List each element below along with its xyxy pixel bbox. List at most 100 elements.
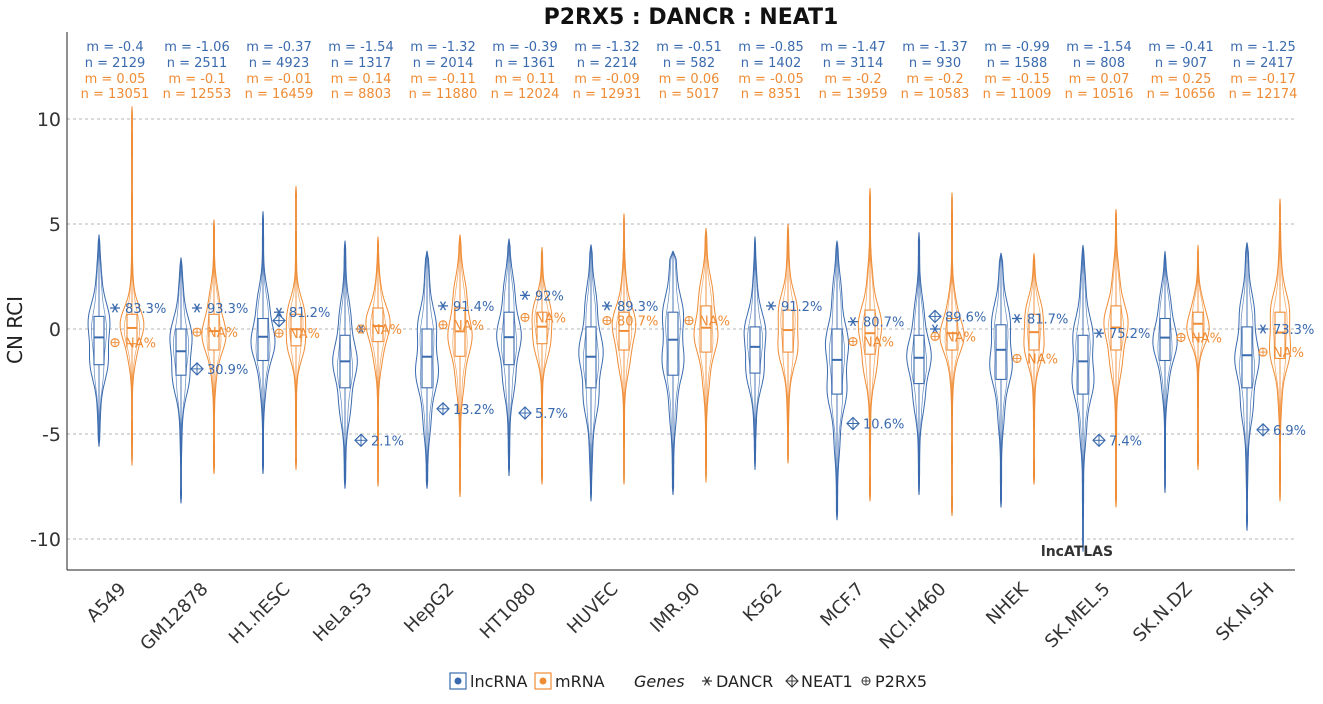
gene-asterisk-marker — [1012, 313, 1022, 324]
lncrna-count-label: n = 2417 — [1233, 56, 1293, 71]
mrna-count-label: n = 11009 — [983, 87, 1052, 102]
y-axis-label: CN RCI — [3, 296, 27, 364]
lncrna-mean-label: m = -0.51 — [656, 40, 721, 55]
gene-percent-label: 83.3% — [125, 302, 166, 317]
lncrna-box — [667, 311, 679, 376]
lncrna-box — [257, 317, 269, 362]
grid — [67, 118, 1295, 540]
lncrna-box — [503, 311, 515, 366]
lncrna-count-label: n = 1588 — [987, 56, 1047, 71]
lncrna-mean-label: m = -1.32 — [574, 40, 639, 55]
asterisk-stroke — [521, 290, 529, 301]
legend-mrna-key-dot — [539, 677, 547, 685]
mrna-count-label: n = 10656 — [1147, 87, 1216, 102]
gene-percent-label: 80.7% — [863, 316, 904, 331]
legend-gene-label: P2RX5 — [875, 672, 927, 691]
legend-gene-label: NEAT1 — [801, 672, 853, 691]
lncrna-count-label: n = 3114 — [823, 56, 883, 71]
lncrna-count-label: n = 1317 — [331, 56, 391, 71]
lncrna-box — [913, 334, 925, 385]
mrna-mean-label: m = 0.25 — [1151, 72, 1212, 87]
mrna-mean-label: m = 0.06 — [659, 72, 720, 87]
lncrna-count-label: n = 1402 — [741, 56, 801, 71]
gene-circle-plus-marker — [1176, 332, 1186, 342]
lncrna-box — [93, 315, 105, 366]
mrna-mean-label: m = -0.09 — [574, 72, 639, 87]
gene-percent-label: NA% — [535, 311, 566, 326]
lncrna-count-label: n = 930 — [909, 56, 961, 71]
mrna-count-label: n = 12931 — [573, 87, 642, 102]
lncrna-count-label: n = 2014 — [413, 56, 473, 71]
legend-lncrna-label: lncRNA — [470, 672, 527, 691]
gene-circle-plus-marker — [1258, 347, 1268, 357]
lncrna-mean-label: m = -0.41 — [1148, 40, 1213, 55]
y-tick-label: 10 — [37, 109, 61, 131]
lncrna-mean-label: m = -1.06 — [164, 40, 229, 55]
lncrna-mean-label: m = -0.37 — [246, 40, 311, 55]
gene-asterisk-marker — [1258, 324, 1268, 334]
lncrna-mean-label: m = -1.54 — [1066, 40, 1131, 55]
gene-diamond-plus-marker — [518, 406, 532, 420]
mrna-count-label: n = 8351 — [741, 87, 801, 102]
mrna-count-label: n = 12174 — [1229, 87, 1298, 102]
axes: 10 5 0 -5 -10 A549 GM12878 H1.hESC HeLa.S3 HepG2 H… — [30, 32, 1295, 655]
gene-diamond-plus-marker — [354, 433, 368, 448]
asterisk-stroke — [1259, 324, 1267, 334]
gene-percent-label: 89.3% — [617, 300, 658, 315]
lncrna-box — [749, 326, 761, 374]
mrna-box — [536, 311, 548, 345]
lncrna-count-label: n = 2511 — [167, 56, 227, 71]
gene-asterisk-marker — [192, 303, 202, 313]
mrna-mean-label: m = -0.17 — [1230, 72, 1295, 87]
lncrna-count-label: n = 582 — [663, 56, 715, 71]
gene-percent-label: 81.2% — [289, 306, 330, 321]
gene-diamond-plus-marker — [846, 416, 860, 431]
mrna-box — [372, 307, 384, 343]
gene-circle-plus-marker — [438, 320, 448, 330]
mrna-count-label: n = 12553 — [163, 87, 232, 102]
gene-asterisk-marker — [766, 301, 776, 311]
y-tick-label: 5 — [49, 214, 61, 236]
gene-circle-plus-marker — [274, 328, 284, 338]
gene-diamond-plus-marker — [1256, 422, 1270, 437]
x-tick-label: GM12878 — [136, 579, 212, 655]
mrna-mean-label: m = -0.11 — [410, 72, 475, 87]
gene-percent-label: 2.1% — [371, 434, 404, 449]
x-tick-label: K562 — [739, 579, 786, 626]
mrna-box — [1192, 311, 1204, 338]
lncrna-mean-label: m = -0.39 — [492, 40, 557, 55]
mrna-count-label: n = 16459 — [245, 87, 314, 102]
asterisk-stroke — [603, 301, 611, 311]
lncrna-count-label: n = 907 — [1155, 56, 1207, 71]
gene-diamond-plus-marker — [436, 401, 450, 416]
gene-diamond-plus-marker — [1092, 433, 1106, 448]
gene-percent-label: NA% — [207, 326, 238, 341]
lncrna-count-label: n = 808 — [1073, 56, 1125, 71]
mrna-mean-label: m = -0.2 — [824, 72, 881, 87]
mrna-count-label: n = 10583 — [901, 87, 970, 102]
x-tick-label: SK.N.DZ — [1129, 579, 1196, 646]
gene-asterisk-marker — [930, 324, 940, 334]
x-tick-label: NHEK — [982, 578, 1033, 629]
asterisk-stroke — [767, 301, 775, 311]
asterisk-stroke — [931, 324, 939, 334]
gene-percent-label: 75.2% — [1109, 327, 1150, 342]
mrna-mean-label: m = -0.15 — [984, 72, 1049, 87]
watermark: lncATLAS — [1041, 544, 1113, 560]
mrna-count-label: n = 12024 — [491, 87, 560, 102]
legend-gene-dancr — [702, 676, 712, 686]
x-tick-label: A549 — [83, 579, 131, 627]
gene-percent-label: 92% — [535, 289, 564, 304]
lncrna-mean-label: m = -1.32 — [410, 40, 475, 55]
gene-percent-label: 91.2% — [781, 300, 822, 315]
legend-genes-title: Genes — [634, 672, 685, 691]
x-tick-label: HUVEC — [563, 579, 622, 638]
x-tick-label: HeLa.S3 — [309, 579, 376, 646]
lncrna-count-label: n = 4923 — [249, 56, 309, 71]
lncrna-mean-label: m = -1.54 — [328, 40, 393, 55]
x-tick-label: MCF.7 — [816, 579, 868, 631]
gene-circle-plus-marker — [110, 338, 120, 348]
mrna-box — [782, 309, 794, 353]
gene-percent-label: 89.6% — [945, 310, 986, 325]
